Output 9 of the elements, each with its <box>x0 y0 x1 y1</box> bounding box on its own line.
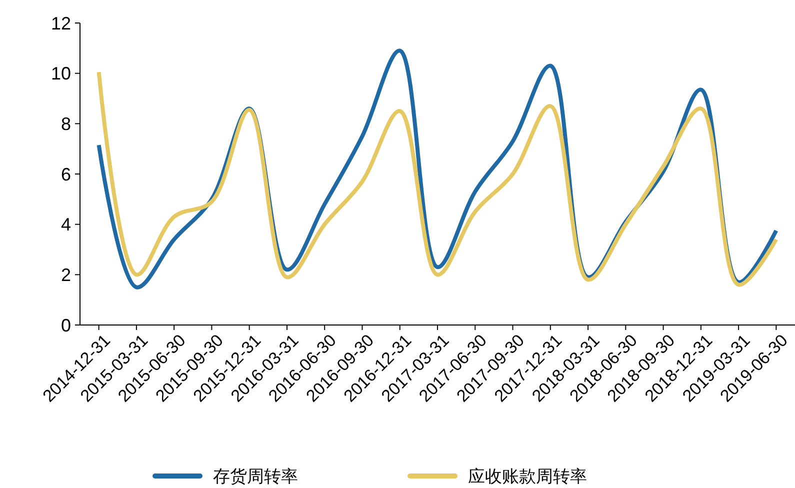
legend-label: 存货周转率 <box>213 466 298 486</box>
legend-label: 应收账款周转率 <box>468 466 587 486</box>
y-tick-label: 8 <box>60 114 71 134</box>
y-tick-label: 10 <box>50 64 71 84</box>
y-tick-label: 12 <box>50 13 71 34</box>
y-tick-label: 2 <box>60 264 71 285</box>
y-tick-label: 4 <box>60 214 71 235</box>
y-tick-label: 6 <box>60 164 71 184</box>
y-tick-label: 0 <box>60 315 71 336</box>
